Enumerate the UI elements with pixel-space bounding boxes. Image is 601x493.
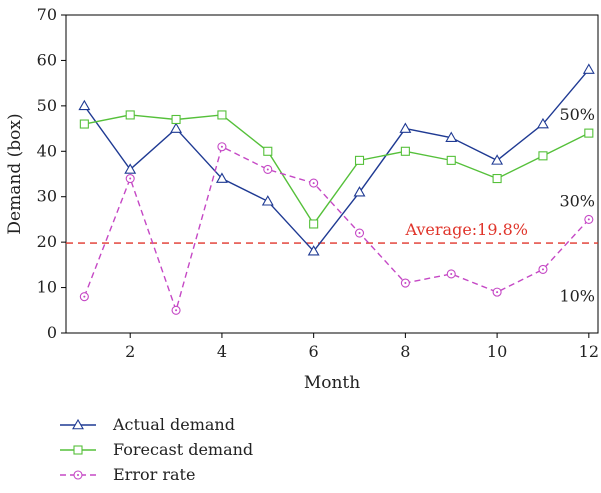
legend-label: Forecast demand — [113, 440, 253, 459]
forecast-demand-point — [446, 155, 456, 165]
x-tick-label: 4 — [217, 342, 227, 361]
x-tick-label: 12 — [579, 342, 599, 361]
forecast-demand-point — [125, 110, 135, 120]
error-rate-point-center — [129, 177, 132, 180]
forecast-demand-point — [400, 146, 410, 156]
legend-marker — [73, 445, 83, 455]
error-rate-point-center — [587, 218, 590, 221]
error-rate-point-center — [450, 272, 453, 275]
percent-annotation: 10% — [559, 287, 595, 306]
y-tick-label: 70 — [37, 5, 57, 24]
actual-demand-point — [124, 163, 137, 174]
average-label: Average:19.8% — [404, 220, 528, 239]
error-rate-point-center — [175, 309, 178, 312]
error-rate-point-center — [266, 168, 269, 171]
legend-item-forecast-demand: Forecast demand — [60, 440, 253, 459]
actual-demand-point — [307, 245, 320, 256]
x-tick-label: 10 — [487, 342, 507, 361]
actual-demand-point — [582, 63, 595, 74]
error-rate-point-center — [541, 268, 544, 271]
actual-demand-point — [353, 186, 366, 197]
y-tick-label: 20 — [37, 232, 57, 251]
forecast-demand-point — [309, 219, 319, 229]
actual-demand-point — [215, 172, 228, 183]
actual-demand-point — [170, 122, 183, 133]
actual-demand-point — [445, 131, 458, 142]
legend-marker-center — [77, 474, 79, 476]
y-tick-label: 60 — [37, 50, 57, 69]
forecast-demand-point — [217, 110, 227, 120]
actual-demand-point — [399, 122, 412, 133]
forecast-demand-point — [354, 155, 365, 165]
actual-demand-point — [491, 154, 504, 165]
x-axis-title: Month — [304, 373, 360, 393]
error-rate-point-center — [83, 295, 86, 298]
forecast-demand-point — [79, 119, 89, 129]
error-rate-point-center — [496, 291, 499, 294]
actual-demand-point — [78, 99, 91, 111]
percent-annotation: 50% — [559, 105, 595, 124]
legend-marker — [72, 418, 84, 430]
error-rate-point-center — [312, 182, 315, 185]
error-rate-line — [83, 145, 590, 313]
forecast-demand-line — [84, 114, 590, 226]
y-tick-label: 50 — [37, 96, 57, 115]
error-rate-point-center — [404, 282, 407, 285]
forecast-demand-point — [492, 173, 502, 184]
error-rate-point-center — [358, 232, 361, 235]
forecast-demand-point — [263, 146, 273, 156]
forecast-demand-point — [171, 114, 181, 125]
x-tick-label: 6 — [309, 342, 319, 361]
x-tick-label: 2 — [125, 342, 135, 361]
legend-label: Actual demand — [112, 415, 235, 434]
error-rate-series — [79, 142, 594, 315]
actual-demand-line — [83, 69, 590, 253]
x-tick-label: 8 — [400, 342, 410, 361]
forecast-demand-point — [584, 128, 594, 138]
y-tick-label: 0 — [47, 323, 57, 342]
actual-demand-point — [537, 117, 549, 129]
legend-label: Error rate — [113, 465, 195, 484]
error-rate-point-center — [220, 145, 223, 148]
y-axis-title: Demand (box) — [5, 113, 25, 234]
forecast-demand-series — [79, 110, 594, 229]
forecast-demand-point — [538, 151, 548, 161]
percent-annotation: 30% — [559, 191, 595, 210]
y-tick-label: 10 — [37, 278, 57, 297]
legend-item-error-rate: Error rate — [60, 465, 195, 484]
actual-demand-point — [261, 195, 274, 206]
y-tick-label: 40 — [37, 141, 57, 160]
y-tick-label: 30 — [37, 187, 57, 206]
legend-item-actual-demand: Actual demand — [60, 415, 235, 434]
plot-frame — [65, 14, 599, 334]
actual-demand-series — [78, 63, 595, 256]
